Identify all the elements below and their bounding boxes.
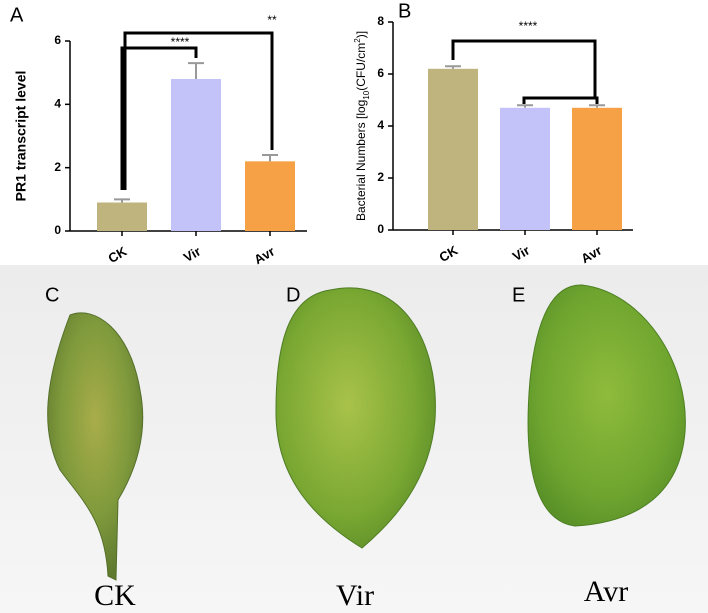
leaf [275,287,436,549]
x-tick-label: Vir [510,243,532,265]
bar [245,161,295,231]
error-bar [114,198,130,203]
leaf-caption: CK [94,579,136,612]
panel-letter: D [286,284,300,306]
y-axis-label-part: (CFU/cm [354,43,368,91]
y-tick-label: 2 [377,170,384,184]
error-bar [517,104,533,108]
error-bar [589,104,605,108]
significance-bracket [123,31,274,190]
y-tick-label: 0 [377,222,384,236]
significance-label: **** [519,19,538,33]
panel-letter: C [45,284,59,306]
leaf [47,312,144,581]
panel-letter: A [10,4,24,26]
y-tick-label: 0 [54,223,61,237]
y-axis-label-part: 2 [353,38,362,43]
leaf [527,284,686,527]
y-tick-label: 6 [54,33,61,47]
x-tick-label: Avr [578,243,604,267]
error-bar [262,154,278,162]
leaf-caption: Vir [336,579,374,612]
y-axis-label: Bacterial Numbers [log10(CFU/cm2)] [353,31,371,221]
error-bar [188,62,204,79]
significance-bracket [120,46,198,190]
x-tick-label: Avr [251,244,277,268]
bar [500,107,550,230]
bar [572,107,622,230]
x-tick-label: Vir [181,244,203,266]
significance-bracket [451,39,599,104]
y-axis-label-part: )] [354,31,368,38]
y-tick-label: 4 [377,118,384,132]
panel-letter: E [512,284,525,306]
y-axis-label-part: 10 [362,90,371,99]
leaf-caption: Avr [584,575,628,608]
significance-label: **** [171,35,190,49]
y-tick-label: 2 [54,160,61,174]
x-tick-label: CK [436,242,460,265]
panel-letter: B [398,0,411,22]
y-axis-label-part: Bacterial Numbers [log [354,100,368,221]
bar [97,202,147,231]
error-bar [445,65,461,69]
bar [171,79,221,231]
y-tick-label: 6 [377,66,384,80]
y-tick-label: 8 [377,14,384,28]
significance-label: ** [267,13,277,27]
y-axis-label: PR1 transcript level [13,71,29,202]
x-tick-label: CK [105,243,129,266]
bar [428,68,478,230]
y-tick-label: 4 [54,97,61,111]
